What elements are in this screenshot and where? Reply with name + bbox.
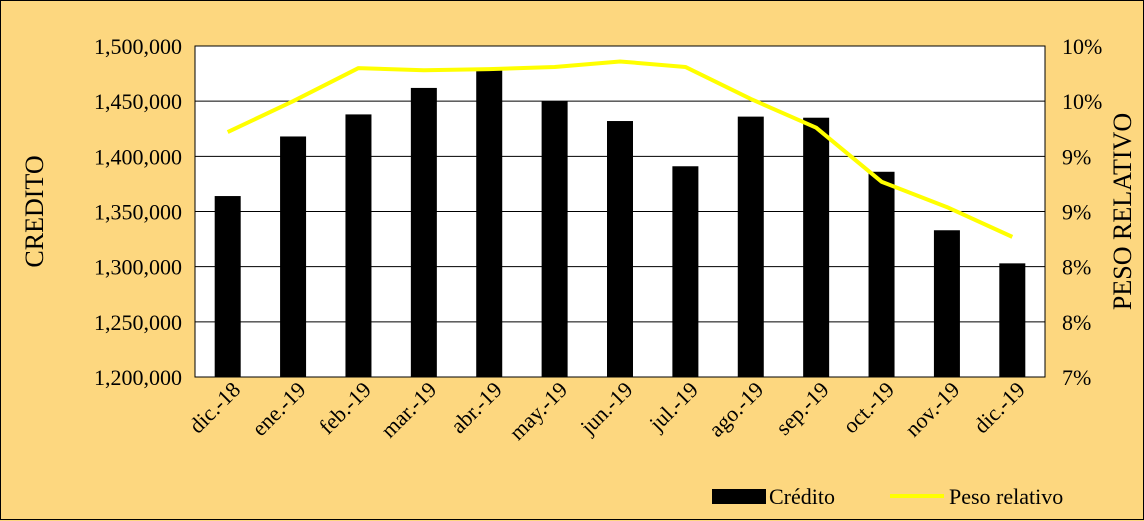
x-tick-label: oct.-19 — [838, 377, 899, 438]
right-tick-label: 9% — [1062, 144, 1091, 169]
right-tick-label: 7% — [1062, 365, 1091, 390]
x-tick-label: jun.-19 — [575, 377, 638, 440]
legend-label-credito: Crédito — [769, 484, 835, 509]
right-tick-label: 9% — [1062, 200, 1091, 225]
right-axis-title: PESO RELATIVO — [1108, 113, 1137, 310]
legend-swatch-credito — [712, 489, 766, 504]
x-tick-label: mar.-19 — [376, 377, 442, 443]
bar-mar.-19 — [411, 88, 437, 377]
bar-oct.-19 — [869, 172, 895, 377]
right-tick-label: 8% — [1062, 255, 1091, 280]
x-tick-label: nov.-19 — [900, 377, 965, 442]
right-tick-label: 10% — [1062, 34, 1102, 59]
bar-may.-19 — [542, 101, 568, 377]
x-tick-label: sep.-19 — [771, 377, 834, 440]
left-tick-label: 1,200,000 — [94, 365, 182, 390]
x-tick-label: dic.-18 — [184, 377, 245, 438]
bar-jun.-19 — [607, 121, 633, 377]
left-tick-label: 1,450,000 — [94, 89, 182, 114]
legend: Crédito Peso relativo — [712, 484, 1063, 509]
bar-nov.-19 — [934, 230, 960, 377]
right-axis-ticks: 7% 8% 8% 9% 9% 10% 10% — [1062, 34, 1102, 390]
legend-label-peso-relativo: Peso relativo — [949, 484, 1063, 509]
x-tick-label: ago.-19 — [704, 377, 769, 442]
x-tick-label: ene.-19 — [247, 377, 311, 441]
bar-abr.-19 — [476, 70, 502, 377]
bar-ene.-19 — [280, 136, 306, 377]
x-tick-label: abr.-19 — [445, 377, 506, 438]
bar-feb.-19 — [345, 114, 371, 377]
bar-dic.-18 — [215, 196, 241, 377]
x-tick-label: jul.-19 — [643, 377, 702, 436]
bar-jul.-19 — [672, 166, 698, 377]
x-tick-label: may.-19 — [504, 377, 572, 445]
left-tick-label: 1,400,000 — [94, 144, 182, 169]
left-tick-label: 1,250,000 — [94, 310, 182, 335]
left-tick-label: 1,500,000 — [94, 34, 182, 59]
left-axis-title: CREDITO — [20, 155, 49, 267]
x-tick-label: feb.-19 — [314, 377, 376, 439]
left-tick-label: 1,350,000 — [94, 200, 182, 225]
left-tick-label: 1,300,000 — [94, 255, 182, 280]
bar-ago.-19 — [738, 117, 764, 377]
x-tick-label: dic.-19 — [969, 377, 1030, 438]
right-tick-label: 10% — [1062, 89, 1102, 114]
left-axis-ticks: 1,200,000 1,250,000 1,300,000 1,350,000 1,40… — [94, 34, 182, 390]
right-tick-label: 8% — [1062, 310, 1091, 335]
bar-sep.-19 — [803, 118, 829, 377]
bar-dic.-19 — [999, 263, 1025, 377]
